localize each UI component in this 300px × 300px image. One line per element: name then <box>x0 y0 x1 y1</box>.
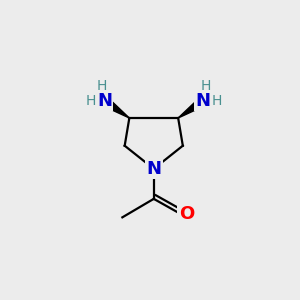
Polygon shape <box>101 97 129 118</box>
Text: N: N <box>146 160 161 178</box>
Text: O: O <box>179 205 194 223</box>
Text: H: H <box>96 79 106 93</box>
Text: H: H <box>86 94 96 108</box>
Text: H: H <box>201 79 211 93</box>
Text: N: N <box>98 92 112 110</box>
Text: H: H <box>211 94 222 108</box>
Text: N: N <box>195 92 210 110</box>
Polygon shape <box>178 97 207 118</box>
